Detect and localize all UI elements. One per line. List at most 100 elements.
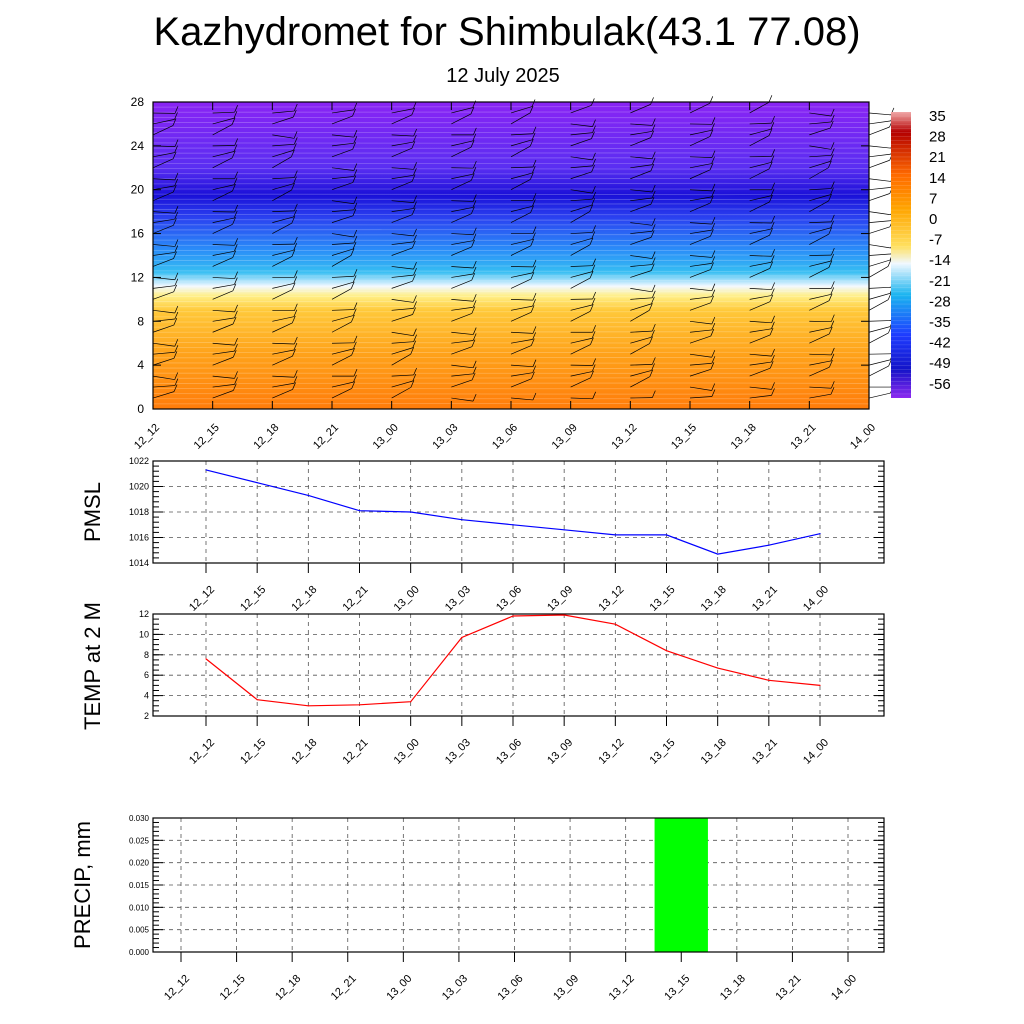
wind-barb-feather xyxy=(589,237,594,245)
wind-barb-feather xyxy=(353,130,358,138)
y-tick-label: 20 xyxy=(131,183,145,197)
wind-barb xyxy=(809,194,831,202)
wind-barb xyxy=(391,341,414,344)
x-tick-label: 13_15 xyxy=(662,973,692,1003)
wind-barb-feather xyxy=(234,343,238,352)
wind-barb xyxy=(331,354,352,366)
wind-barb-feather xyxy=(291,249,296,257)
wind-barb-feather xyxy=(353,229,358,238)
wind-barb xyxy=(391,353,411,366)
wind-barb xyxy=(570,265,593,267)
wind-barb xyxy=(212,244,235,246)
wind-barb xyxy=(272,375,295,378)
y-tick-label: 10 xyxy=(139,629,149,639)
wind-barb-feather xyxy=(590,337,594,345)
wind-barb xyxy=(868,286,891,289)
data-point xyxy=(768,544,770,546)
wind-barb-feather xyxy=(771,149,775,157)
wind-barb xyxy=(391,314,413,322)
wind-barb xyxy=(152,385,175,388)
x-tick-label: 12_15 xyxy=(238,737,268,767)
wind-barb-feather xyxy=(651,157,656,165)
wind-barb-feather xyxy=(173,218,177,226)
wind-barb xyxy=(868,211,891,216)
colorbar-label: -56 xyxy=(929,376,951,393)
wind-barb xyxy=(749,328,772,333)
x-tick-label: 12_21 xyxy=(341,584,371,614)
wind-barb xyxy=(451,266,474,269)
wind-barb-feather xyxy=(234,277,238,285)
wind-barb xyxy=(570,377,591,388)
wind-barb-feather xyxy=(651,357,656,365)
wind-barb-feather xyxy=(232,283,237,291)
wind-barb-feather xyxy=(470,106,475,115)
wind-barb xyxy=(689,196,712,202)
wind-barb xyxy=(272,256,293,267)
wind-barb-feather xyxy=(531,165,536,174)
wind-barb-feather xyxy=(291,315,296,324)
wind-barb xyxy=(331,148,353,158)
wind-barb xyxy=(152,185,175,191)
wind-barb xyxy=(570,344,591,355)
y-axis-label: PMSL xyxy=(80,482,105,542)
wind-barb xyxy=(510,364,533,368)
wind-barb-feather xyxy=(351,381,356,389)
temperature-panel: 2 4 6 8 10 12 12_12 12_15 12_18 12_21 13_00 13_03 13… xyxy=(80,602,885,767)
wind-barb xyxy=(331,321,352,333)
wind-barb-feather xyxy=(411,141,416,149)
wind-barb xyxy=(391,347,413,355)
wind-barb-feather xyxy=(231,117,236,125)
wind-barb xyxy=(809,327,831,333)
wind-barb xyxy=(152,375,175,380)
wind-barb-feather xyxy=(234,337,238,346)
wind-barb-feather xyxy=(472,366,477,374)
wind-barb xyxy=(451,246,472,256)
wind-barb-feather xyxy=(830,353,835,362)
wind-barb-feather xyxy=(769,261,774,269)
wind-barb-feather xyxy=(472,300,477,308)
wind-barb-feather xyxy=(709,195,714,204)
wind-barb xyxy=(391,147,413,158)
wind-barb-feather xyxy=(234,105,238,113)
wind-barb xyxy=(391,200,414,203)
wind-barb-feather xyxy=(531,132,536,140)
data-point xyxy=(819,684,821,687)
wind-barb xyxy=(212,190,233,201)
wind-barb-feather xyxy=(471,239,475,248)
wind-barb-feather xyxy=(234,171,238,179)
wind-barb xyxy=(152,342,175,347)
wind-barb-feather xyxy=(592,258,596,266)
wind-barb-feather xyxy=(352,108,356,117)
wind-barb-feather xyxy=(770,255,775,263)
wind-barb-feather xyxy=(651,363,655,371)
wind-barb-feather xyxy=(174,378,179,386)
wind-barb xyxy=(391,299,414,303)
wind-barb-feather xyxy=(592,192,596,200)
wind-barb xyxy=(630,123,653,126)
wind-barb-feather xyxy=(828,326,833,335)
wind-barb xyxy=(749,135,770,147)
wind-barb-feather xyxy=(530,338,535,346)
wind-barb xyxy=(749,168,770,180)
wind-barb xyxy=(391,167,414,170)
wind-barb xyxy=(510,166,533,169)
wind-barb-feather xyxy=(769,294,774,302)
wind-barb xyxy=(152,152,175,158)
wind-barb-feather xyxy=(174,239,179,247)
wind-barb-feather xyxy=(710,328,715,337)
wind-barb xyxy=(809,121,832,125)
wind-barb-feather xyxy=(650,230,655,238)
wind-barb-feather xyxy=(291,282,296,290)
contour-line xyxy=(152,387,870,390)
wind-barb-feather xyxy=(651,290,656,298)
x-tick-label: 12_21 xyxy=(341,737,371,767)
wind-barb xyxy=(570,189,593,194)
x-tick-label: 13_15 xyxy=(648,737,678,767)
wind-barb xyxy=(689,302,711,311)
x-tick-label: 13_00 xyxy=(371,422,401,452)
wind-barb-feather xyxy=(651,151,656,159)
x-tick-label: 13_03 xyxy=(443,737,473,767)
wind-barb-feather xyxy=(711,283,716,291)
wind-barb xyxy=(152,125,174,136)
wind-barb xyxy=(212,257,233,267)
